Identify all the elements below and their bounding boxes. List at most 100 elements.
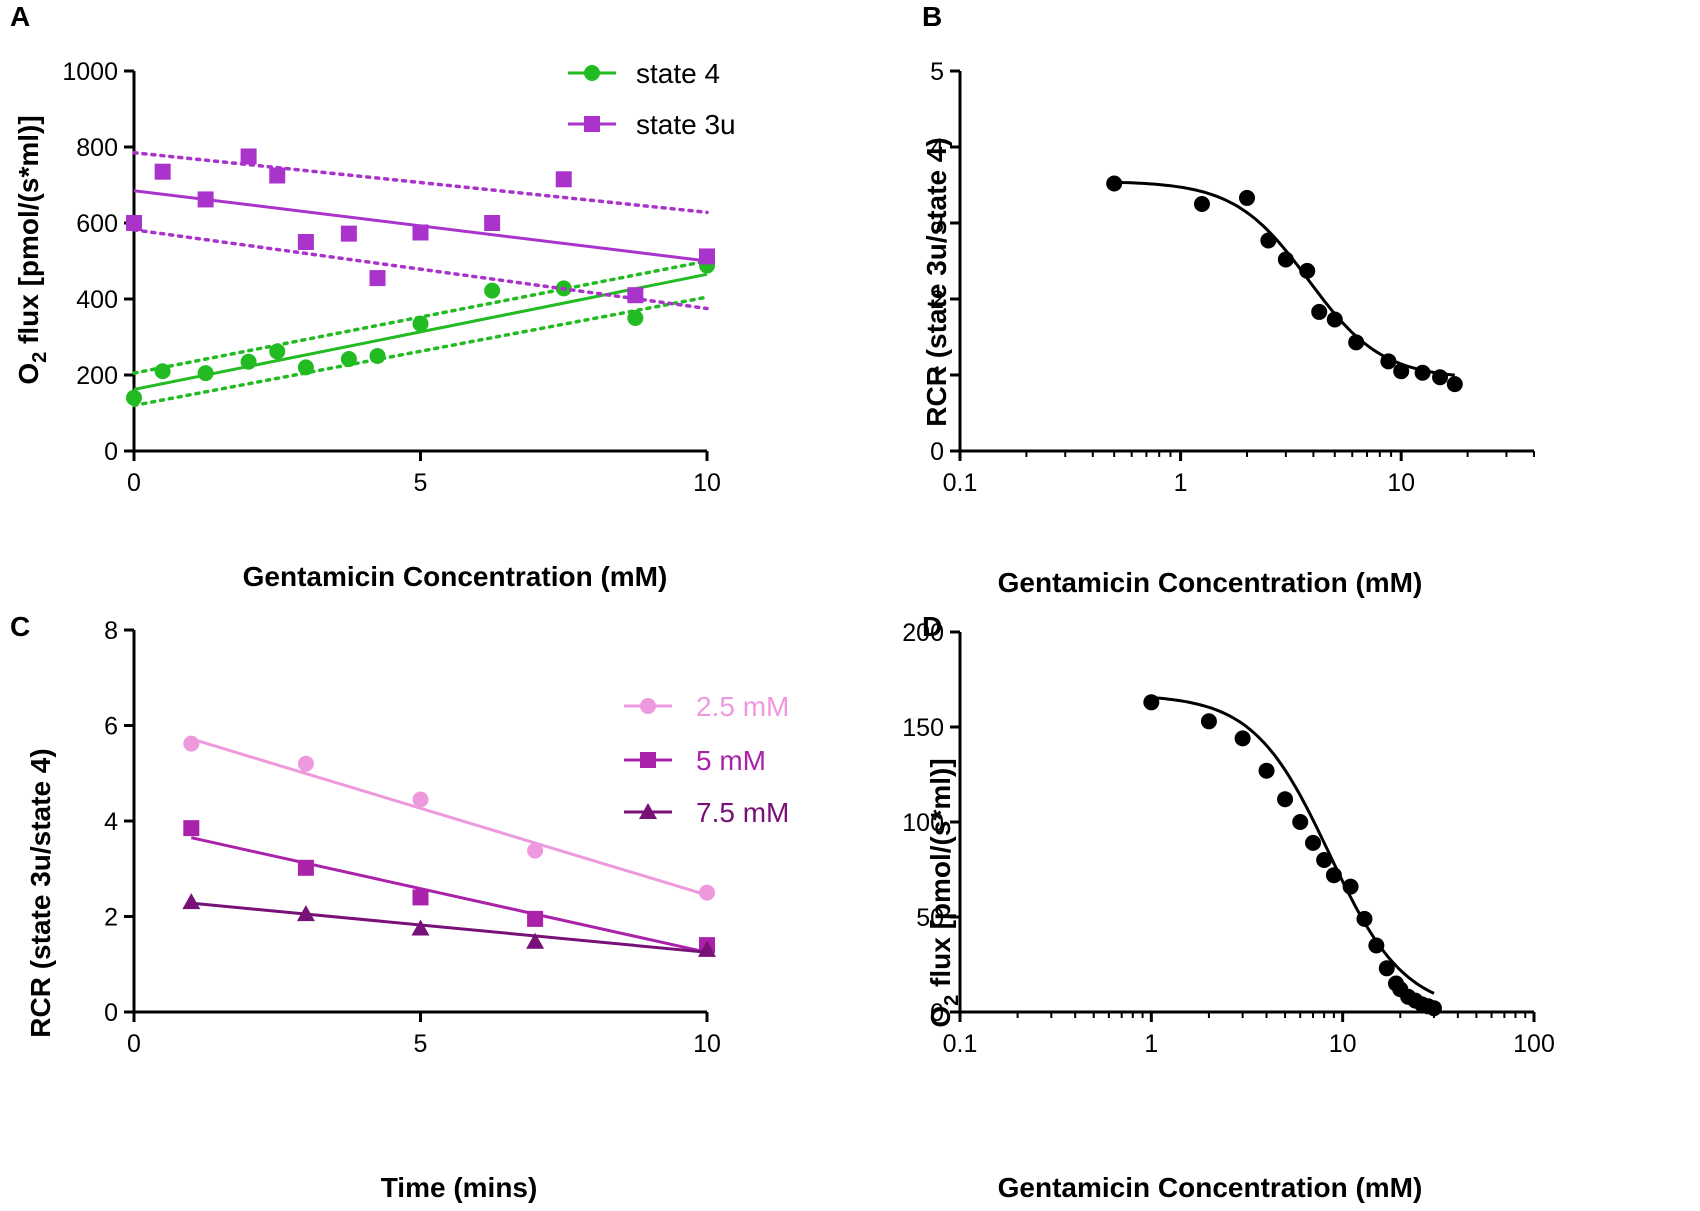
panel-a-y-tick-label: 200 <box>76 362 118 390</box>
panel-a-x-tick-label: 5 <box>414 469 428 497</box>
legend-state4-marker <box>584 65 600 81</box>
panel-d-o2-flux-point <box>1234 730 1251 747</box>
panel-a-state-3u-point <box>484 215 501 231</box>
panel-c-7-5-mm-fit-line <box>191 901 708 954</box>
panel-a-state-3u-point <box>197 191 214 208</box>
panel-d-o2-flux-point <box>1143 694 1160 711</box>
panel-d-plot-area <box>1143 694 1442 1017</box>
panel-d-x-tick-label: 1 <box>1144 1030 1158 1058</box>
panel-a-state-3u-point <box>555 171 572 188</box>
panel-c-y-tick-label: 0 <box>104 999 118 1027</box>
panel-d-y-title-rest: flux [pmol/(s*ml)] <box>925 758 956 994</box>
panel-c-2-5-mm-point <box>297 755 314 772</box>
panel-c-5-mm-point <box>183 820 200 837</box>
panel-d-y-tick-label: 150 <box>902 714 944 742</box>
panel-a-state-3u-point <box>297 234 314 250</box>
panel-a-state-4-point <box>197 365 214 382</box>
panel-d-x-tick-label: 0.1 <box>943 1030 978 1058</box>
panel-b-y-axis-title: RCR (state 3u/state 4) <box>921 137 952 426</box>
panel-c-legend: 2.5 mM 5 mM 7.5 mM <box>624 691 789 828</box>
legend-state4-label: state 4 <box>636 58 720 89</box>
panel-c-y-tick-label: 8 <box>104 617 118 645</box>
panel-a-state-3u-ci-upper <box>132 150 709 215</box>
panel-a-x-tick-label: 10 <box>693 469 721 497</box>
panel-a-state-3u-point <box>340 225 357 242</box>
panel-a-y-tick-label: 0 <box>104 438 118 466</box>
legend-7-5mm-label: 7.5 mM <box>696 797 789 828</box>
panel-a-y-title-rest: flux [pmol/(s*ml)] <box>13 115 44 351</box>
legend-2-5mm-marker <box>640 698 656 714</box>
panel-c-5-mm-point <box>527 910 544 927</box>
panel-a-state-3u-point <box>240 148 257 165</box>
panel-d: D 0 50 100 150 200 0.1 1 10 100 Gentamicin Conce… <box>902 611 1555 1203</box>
panel-a-state-4-point <box>240 353 257 370</box>
legend-7-5mm-marker <box>639 803 657 819</box>
panel-a-x-tick-label: 0 <box>127 469 141 497</box>
panel-a-state-3u-point <box>369 270 386 287</box>
panel-b-rcr-point <box>1326 311 1343 328</box>
panel-d-o2-flux-point <box>1305 834 1322 851</box>
panel-b-x-axis-title: Gentamicin Concentration (mM) <box>998 567 1423 598</box>
panel-b-rcr-point <box>1106 175 1123 192</box>
panel-a-y-tick-label: 600 <box>76 210 118 238</box>
panel-c-y-tick-label: 4 <box>104 808 118 836</box>
panel-a-state-3u-ci-lower <box>132 228 709 311</box>
panel-d-y-title-sub: 2 <box>941 995 963 1006</box>
panel-b-rcr-point <box>1414 364 1431 381</box>
panel-b-rcr-point <box>1380 353 1397 370</box>
panel-b-rcr-point <box>1239 189 1255 206</box>
panel-a-y-tick-label: 1000 <box>62 58 118 86</box>
panel-b-rcr-point <box>1260 232 1277 249</box>
panel-d-o2-flux-point <box>1200 713 1217 730</box>
panel-c-2-5-mm-point <box>699 884 715 901</box>
panel-a-state-4-point <box>269 343 286 360</box>
legend-5mm-marker <box>640 752 656 768</box>
panel-a-state-4-point <box>340 351 357 368</box>
panel-b-rcr-fit-curve <box>1114 180 1455 377</box>
panel-c-2-5-mm-point <box>527 842 544 859</box>
panel-a-y-title-main: O <box>13 363 44 385</box>
panel-a-state-3u-point <box>627 287 644 304</box>
panel-d-o2-flux-point <box>1277 791 1294 808</box>
panel-a-state-3u-point <box>154 163 171 180</box>
panel-a-y-axis-title: O2 flux [pmol/(s*ml)] <box>13 115 51 384</box>
panel-d-y-title-main: O <box>925 1006 956 1028</box>
panel-c-5-mm-point <box>297 859 314 876</box>
panel-c-7-5-mm-point <box>411 919 430 936</box>
panel-b-rcr-point <box>1393 363 1410 380</box>
panel-b-x-tick-label: 0.1 <box>943 469 978 497</box>
panel-c-y-tick-label: 6 <box>104 713 118 741</box>
panel-a-state-3u-point <box>269 167 286 184</box>
panel-a-state-3u-point <box>126 215 142 231</box>
panel-b-rcr-point <box>1311 303 1328 320</box>
panel-a-plot-area <box>126 148 715 408</box>
panel-d-o2-flux-point <box>1356 910 1373 927</box>
panel-label-a: A <box>10 1 30 32</box>
panel-d-o2-flux-point <box>1378 960 1395 977</box>
panel-a-x-axis-title: Gentamicin Concentration (mM) <box>243 561 668 592</box>
panel-c-x-tick-label: 5 <box>414 1030 428 1058</box>
panel-d-o2-flux-fit-curve <box>1151 696 1435 995</box>
legend-5mm-label: 5 mM <box>696 745 766 776</box>
panel-d-axes: 0 50 100 150 200 0.1 1 10 100 <box>902 619 1555 1058</box>
panel-c-2-5-mm-point <box>183 735 200 752</box>
panel-b-rcr-point <box>1277 251 1294 268</box>
panel-label-b: B <box>922 1 942 32</box>
panel-d-x-axis-title: Gentamicin Concentration (mM) <box>998 1172 1423 1203</box>
panel-a-state-4-fit-line <box>133 272 708 391</box>
panel-d-y-tick-label: 200 <box>902 619 944 647</box>
panel-b-rcr-point <box>1348 334 1365 351</box>
legend-state3u-label: state 3u <box>636 109 736 140</box>
panel-b-rcr-point <box>1299 262 1316 279</box>
panel-d-o2-flux-point <box>1425 1000 1442 1017</box>
panel-a-state-4-point <box>297 359 314 376</box>
panel-b-rcr-point <box>1446 376 1463 393</box>
panel-label-c: C <box>10 611 30 642</box>
panel-d-o2-flux-point <box>1258 762 1275 779</box>
panel-a-y-title-sub: 2 <box>29 352 51 363</box>
panel-d-y-tick-label: 100 <box>902 809 944 837</box>
panel-b-y-tick-label: 1 <box>930 362 944 390</box>
panel-d-o2-flux-point <box>1292 814 1309 830</box>
panel-d-x-tick-label: 10 <box>1329 1030 1357 1058</box>
panel-c: C 0 2 4 6 8 0 5 10 Time (mins) RCR (state 3u/st… <box>10 611 789 1203</box>
